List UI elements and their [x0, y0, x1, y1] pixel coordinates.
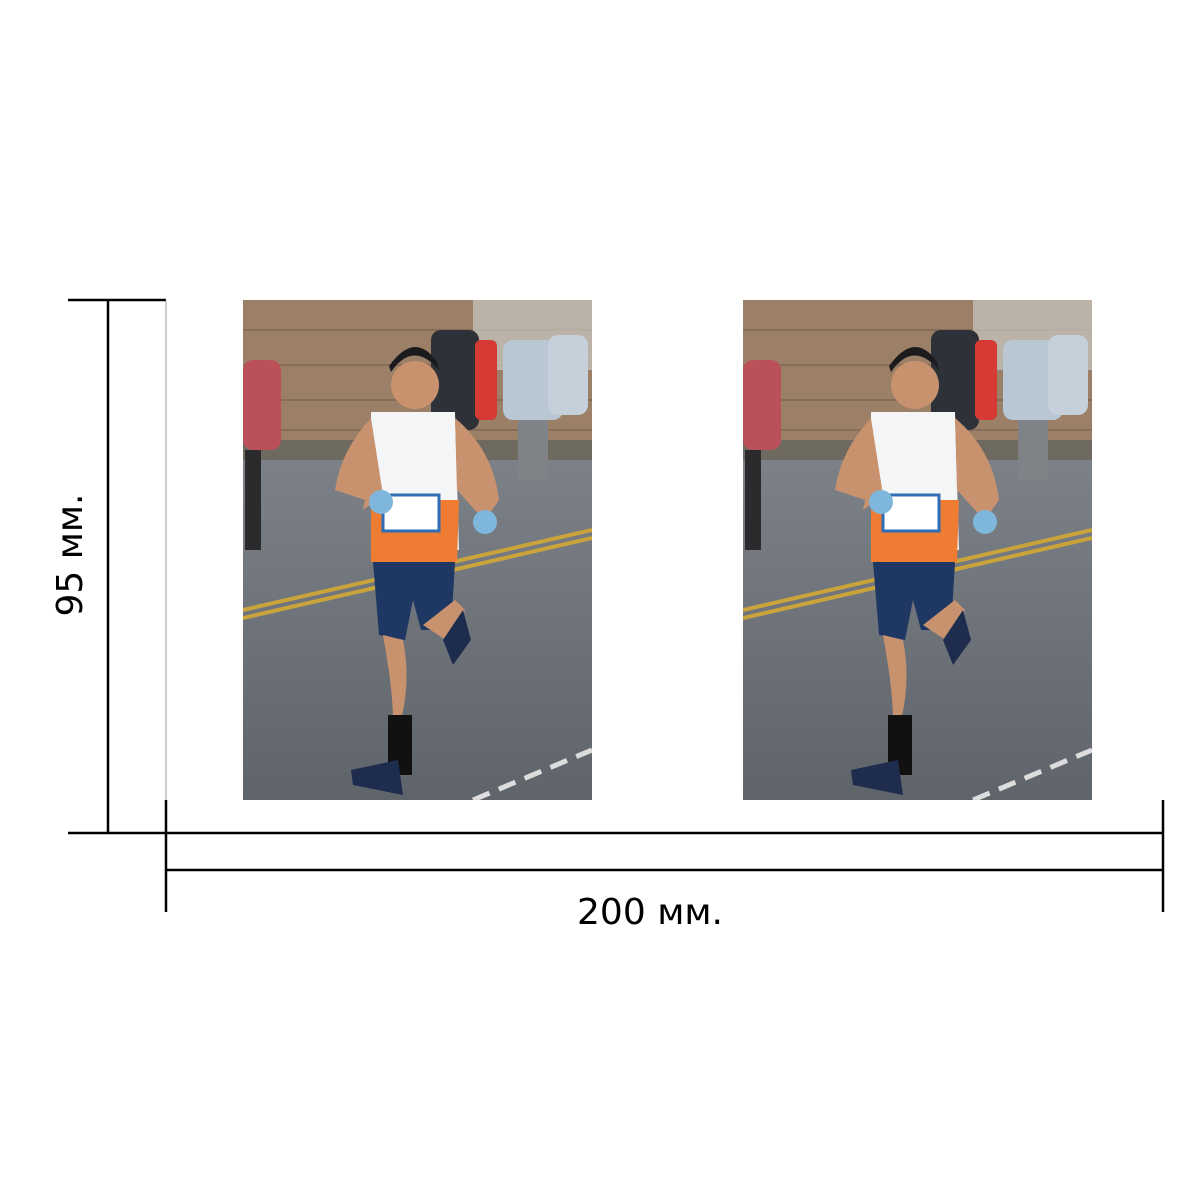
width-label: 200 мм.	[577, 892, 723, 933]
product-photo	[243, 300, 592, 800]
height-label: 95 мм.	[50, 493, 91, 616]
product-photo	[743, 300, 1092, 800]
